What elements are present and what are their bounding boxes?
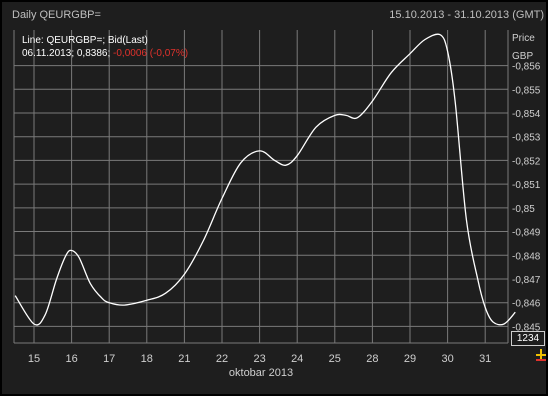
x-tick-label: 22 <box>216 353 228 365</box>
y-tick-label: -0,853 <box>512 133 541 144</box>
x-tick-label: 24 <box>291 353 303 365</box>
chart-title: Daily QEURGBP= <box>12 9 101 21</box>
x-tick-label: 21 <box>178 353 190 365</box>
y-axis-title: Price <box>512 33 535 44</box>
y-tick-label: -0,85 <box>512 204 535 215</box>
y-tick-label: -0,846 <box>512 299 541 310</box>
legend-value: 0,8386 <box>76 48 108 59</box>
x-tick-label: 18 <box>141 353 153 365</box>
x-tick-label: 30 <box>441 353 453 365</box>
x-tick-label: 16 <box>65 353 77 365</box>
y-tick-label: -0,852 <box>512 156 541 167</box>
y-tick-label: -0,849 <box>512 228 541 239</box>
x-tick-label: 15 <box>28 353 40 365</box>
x-tick-label: 25 <box>329 353 341 365</box>
y-tick-label: -0,851 <box>512 180 541 191</box>
x-axis-title: oktobar 2013 <box>229 367 293 379</box>
y-tick-label: -0,848 <box>512 251 541 262</box>
x-tick-label: 17 <box>103 353 115 365</box>
legend-line-label: Line: QEURGBP=; Bid(Last) <box>22 35 148 46</box>
y-axis-unit: GBP <box>512 51 533 62</box>
y-tick-label: -0,847 <box>512 275 541 286</box>
y-tick-label: -0,856 <box>512 62 541 73</box>
y-axis-labels: -0,856 -0,855 -0,854 -0,853 -0,852 -0,851 -0,8… <box>512 62 541 334</box>
x-tick-label: 29 <box>404 353 416 365</box>
legend-change: -0,0006 <box>113 48 147 59</box>
price-series-line <box>14 33 516 326</box>
chart-legend: Line: QEURGBP=; Bid(Last) 06.11.2013; 0,… <box>22 34 188 60</box>
value-box-button[interactable]: 1234 <box>511 331 545 346</box>
chart-header: Daily QEURGBP= 15.10.2013 - 31.10.2013 (… <box>0 0 548 30</box>
legend-change-pct: (-0,07%) <box>149 48 189 59</box>
x-tick-label: 31 <box>479 353 491 365</box>
x-tick-label: 28 <box>366 353 378 365</box>
date-range: 15.10.2013 - 31.10.2013 (GMT) <box>389 9 544 21</box>
x-tick-label: 23 <box>253 353 265 365</box>
y-tick-label: -0,845 <box>512 322 541 333</box>
legend-values: 06.11.2013; 0,8386; -0,0006 (-0,07%) <box>22 48 189 59</box>
crosshair-cursor-icon[interactable] <box>536 349 546 361</box>
chart-grid <box>13 30 509 344</box>
y-tick-label: -0,854 <box>512 109 541 120</box>
x-axis-labels: 15 16 17 18 21 22 23 24 25 28 29 30 31 <box>28 353 491 365</box>
legend-date: 06.11.2013 <box>22 48 72 59</box>
y-tick-label: -0,855 <box>512 85 541 96</box>
